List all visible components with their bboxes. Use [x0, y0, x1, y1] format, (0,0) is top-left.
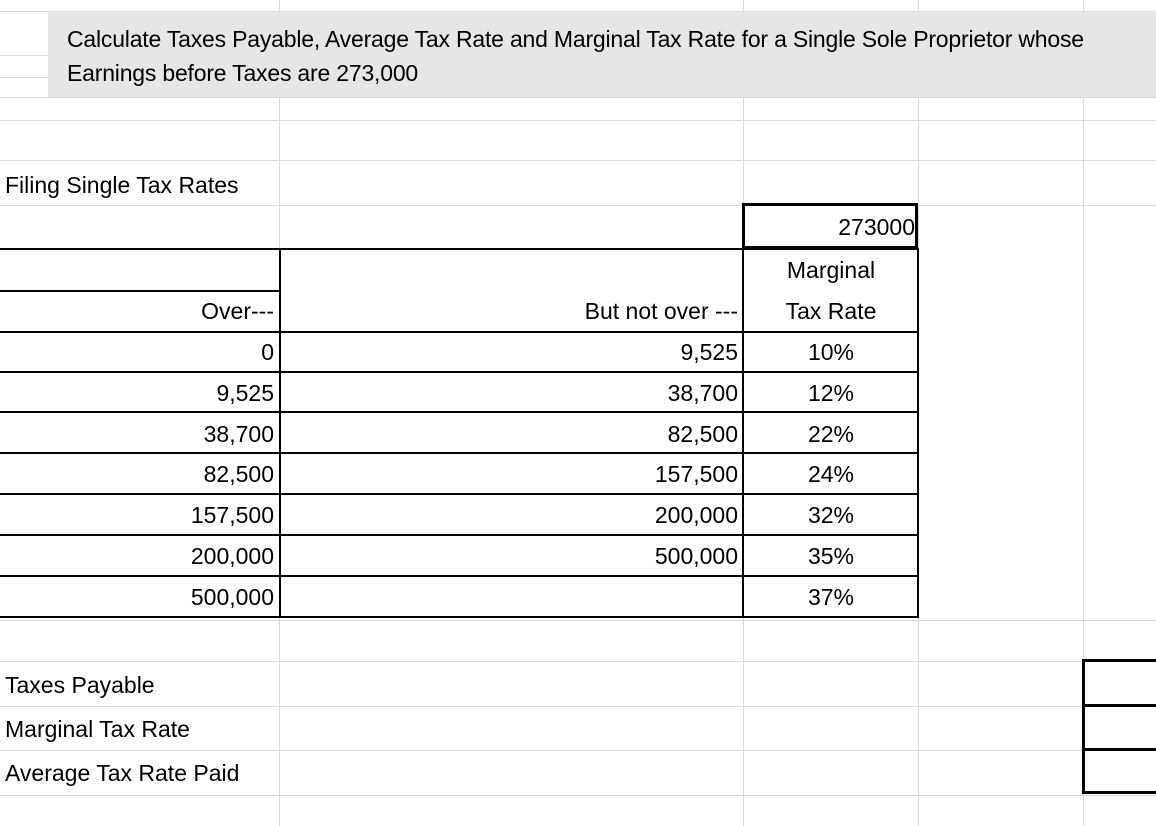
- earnings-input-cell[interactable]: [742, 203, 918, 249]
- not-over-cell[interactable]: 157,500: [654, 461, 738, 487]
- table-border: [0, 616, 919, 618]
- table-border: [0, 452, 919, 454]
- not-over-cell[interactable]: 200,000: [654, 502, 738, 528]
- table-border: [0, 534, 919, 536]
- earnings-input-value[interactable]: 273000: [838, 214, 915, 240]
- table-border: [0, 411, 919, 413]
- over-cell[interactable]: 38,700: [203, 421, 274, 447]
- header-not-over[interactable]: But not over ---: [584, 298, 738, 324]
- over-cell[interactable]: 200,000: [190, 543, 274, 569]
- not-over-cell[interactable]: 82,500: [667, 421, 738, 447]
- rate-cell[interactable]: 12%: [807, 380, 855, 406]
- gridline: [0, 120, 1156, 121]
- gridline: [0, 795, 1156, 796]
- over-cell[interactable]: 0: [261, 339, 274, 365]
- taxes-payable-answer-cell[interactable]: [1082, 659, 1156, 707]
- over-cell[interactable]: 82,500: [203, 461, 274, 487]
- rate-cell[interactable]: 32%: [807, 502, 855, 528]
- table-border: [742, 248, 744, 618]
- header-marginal-line2[interactable]: Tax Rate: [785, 298, 877, 324]
- table-border: [917, 248, 919, 618]
- gridline: [0, 205, 1156, 206]
- header-over[interactable]: Over---: [201, 298, 274, 324]
- table-border: [0, 248, 919, 250]
- average-tax-rate-answer-cell[interactable]: [1082, 748, 1156, 794]
- problem-statement[interactable]: Calculate Taxes Payable, Average Tax Rat…: [48, 12, 1156, 97]
- gridline: [0, 11, 1156, 12]
- table-border: [0, 290, 281, 292]
- rate-cell[interactable]: 37%: [807, 584, 855, 610]
- table-border: [0, 331, 919, 333]
- gridline: [0, 160, 1156, 161]
- rate-cell[interactable]: 10%: [807, 339, 855, 365]
- rate-cell[interactable]: 35%: [807, 543, 855, 569]
- header-marginal-line1[interactable]: Marginal: [786, 257, 876, 283]
- over-cell[interactable]: 9,525: [216, 380, 274, 406]
- over-cell[interactable]: 500,000: [190, 584, 274, 610]
- over-cell[interactable]: 157,500: [190, 502, 274, 528]
- table-border: [0, 575, 919, 577]
- table-border: [279, 248, 281, 618]
- gridline: [1083, 0, 1084, 826]
- section-title[interactable]: Filing Single Tax Rates: [5, 172, 239, 198]
- marginal-tax-rate-label[interactable]: Marginal Tax Rate: [5, 716, 190, 742]
- gridline: [0, 620, 1156, 621]
- rate-cell[interactable]: 22%: [807, 421, 855, 447]
- table-border: [0, 371, 919, 373]
- not-over-cell[interactable]: 38,700: [667, 380, 738, 406]
- table-border: [0, 493, 919, 495]
- average-tax-rate-label[interactable]: Average Tax Rate Paid: [5, 760, 240, 786]
- not-over-cell[interactable]: [282, 577, 738, 617]
- gridline: [0, 97, 1156, 98]
- rate-cell[interactable]: 24%: [807, 461, 855, 487]
- gridline: [0, 750, 1156, 751]
- gridline: [0, 706, 1156, 707]
- gridline: [0, 661, 1156, 662]
- not-over-cell[interactable]: 9,525: [680, 339, 738, 365]
- taxes-payable-label[interactable]: Taxes Payable: [5, 672, 155, 698]
- not-over-cell[interactable]: 500,000: [654, 543, 738, 569]
- marginal-tax-rate-answer-cell[interactable]: [1082, 704, 1156, 751]
